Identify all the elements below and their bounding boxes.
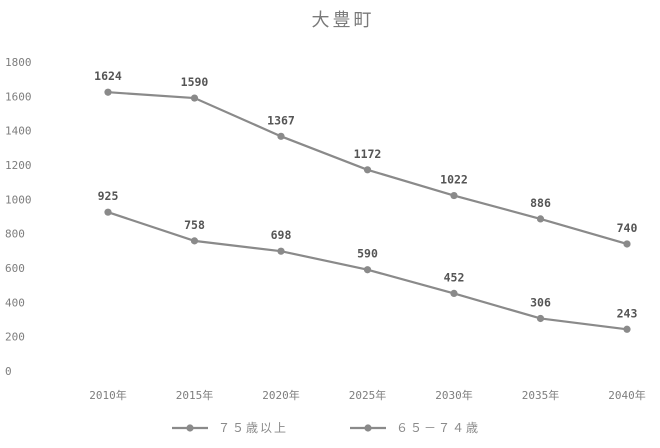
x-tick-label: 2020年 [262,388,300,402]
y-tick-label: 1200 [5,159,32,172]
data-point [190,237,199,245]
y-tick-label: 800 [5,228,25,241]
y-axis-tick-labels: 1800 1600 1400 1200 1000 800 600 400 200 0 [5,56,32,378]
data-point [104,88,112,96]
legend-marker-2 [364,424,372,432]
x-tick-label: 2010年 [89,388,127,402]
series-lines [107,91,628,331]
data-label: 758 [184,218,205,232]
data-point [363,166,372,174]
data-label: 698 [271,228,292,242]
data-label: 1590 [181,75,209,89]
y-tick-label: 400 [5,296,25,309]
data-point [450,191,458,200]
data-label: 243 [617,306,638,320]
y-tick-label: 1800 [5,56,32,69]
data-label: 740 [617,221,638,235]
y-tick-label: 600 [5,262,25,275]
y-tick-label: 200 [5,331,25,344]
data-point [450,289,458,298]
data-point [536,215,545,223]
data-label: 590 [357,247,378,261]
data-label: 925 [98,189,119,203]
data-label: 1367 [267,113,295,127]
chart-title: 大豊町 [312,10,375,31]
data-point [277,132,285,140]
data-point [623,325,631,333]
legend-marker-1 [186,424,194,432]
legend-label-2: ６５－７４歳 [396,421,480,435]
x-tick-label: 2015年 [176,388,214,402]
y-tick-label: 1600 [5,90,32,103]
data-point [363,266,372,274]
y-tick-label: 0 [5,365,12,378]
data-label: 1172 [354,147,382,161]
data-point [104,208,112,216]
data-label: 452 [444,270,465,284]
x-tick-label: 2025年 [349,388,387,402]
y-tick-label: 1000 [5,193,32,206]
x-axis-tick-labels: 2010年 2015年 2020年 2025年 2030年 2035年 2040年 [89,388,646,402]
data-point [190,94,199,102]
x-tick-label: 2040年 [608,388,646,402]
y-tick-label: 1400 [5,125,32,138]
data-label: 886 [530,196,551,210]
data-point [277,247,285,255]
legend: ７５歳以上 ６５－７４歳 [172,421,480,435]
x-tick-label: 2035年 [522,388,560,402]
x-tick-label: 2030年 [435,388,473,402]
data-labels: 1624 1590 1367 1172 1022 886 740 925 758 698 590 45… [94,69,637,320]
legend-label-1: ７５歳以上 [218,421,288,435]
data-point [623,240,631,248]
data-label: 306 [530,295,551,309]
data-point [536,314,545,323]
data-points [104,88,631,333]
data-label: 1624 [94,69,122,83]
data-label: 1022 [440,173,468,187]
